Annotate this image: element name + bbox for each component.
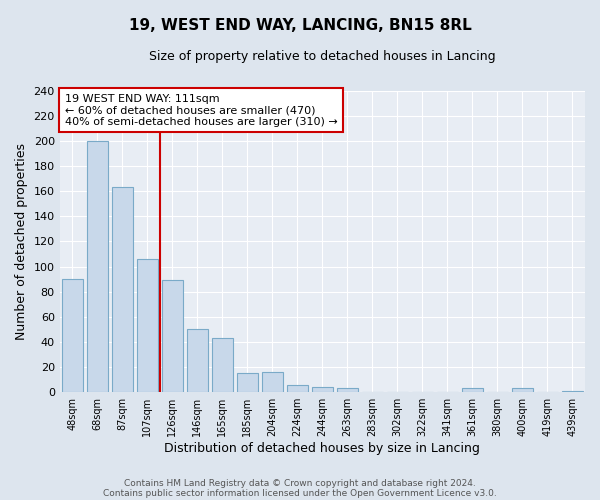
Bar	[512, 388, 533, 392]
Bar	[112, 188, 133, 392]
Bar	[462, 388, 483, 392]
Bar	[86, 141, 108, 392]
Y-axis label: Number of detached properties: Number of detached properties	[15, 143, 28, 340]
Text: Contains public sector information licensed under the Open Government Licence v3: Contains public sector information licen…	[103, 488, 497, 498]
Bar	[262, 372, 283, 392]
Bar	[212, 338, 233, 392]
Text: 19 WEST END WAY: 111sqm
← 60% of detached houses are smaller (470)
40% of semi-d: 19 WEST END WAY: 111sqm ← 60% of detache…	[65, 94, 338, 127]
Bar	[312, 387, 333, 392]
Title: Size of property relative to detached houses in Lancing: Size of property relative to detached ho…	[149, 50, 496, 63]
Bar	[62, 279, 83, 392]
Bar	[161, 280, 183, 392]
Bar	[187, 330, 208, 392]
Bar	[137, 259, 158, 392]
Bar	[287, 384, 308, 392]
Text: Contains HM Land Registry data © Crown copyright and database right 2024.: Contains HM Land Registry data © Crown c…	[124, 478, 476, 488]
Text: 19, WEST END WAY, LANCING, BN15 8RL: 19, WEST END WAY, LANCING, BN15 8RL	[128, 18, 472, 32]
X-axis label: Distribution of detached houses by size in Lancing: Distribution of detached houses by size …	[164, 442, 480, 455]
Bar	[337, 388, 358, 392]
Bar	[236, 374, 258, 392]
Bar	[562, 391, 583, 392]
